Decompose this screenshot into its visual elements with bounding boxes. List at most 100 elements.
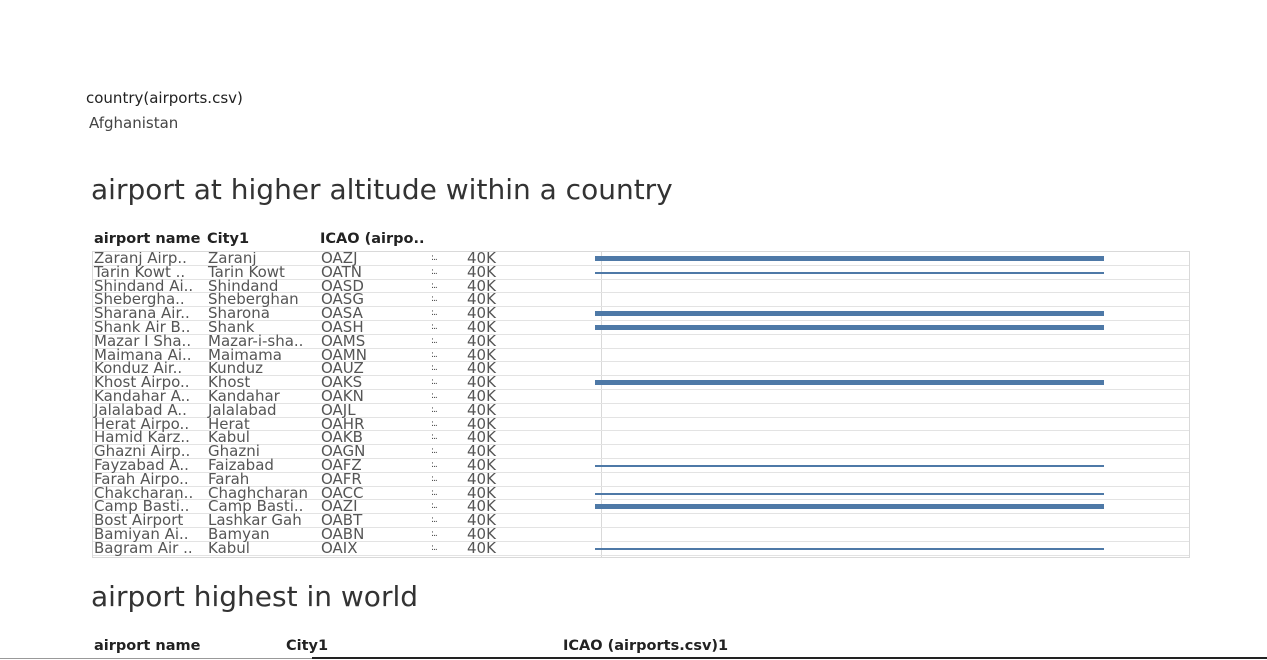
altitude-bar[interactable] xyxy=(595,256,1104,261)
col-header-airport-name[interactable]: airport name xyxy=(94,231,201,247)
mini-axis-marks: :.. xyxy=(431,363,438,374)
table-axis-divider xyxy=(601,252,602,557)
col2-header-airport-name[interactable]: airport name xyxy=(94,638,201,654)
mini-axis-marks: :.. xyxy=(431,473,438,484)
mini-axis-marks: :.. xyxy=(431,391,438,401)
table-row[interactable]: Konduz Air.. Kunduz OAUZ:.. 40K xyxy=(93,359,1189,378)
axis-tick-label: 40K xyxy=(467,304,496,323)
table-row[interactable]: Camp Basti.. Camp Basti.. OAZI:.. 40K xyxy=(93,497,1189,516)
table-row[interactable]: Mazar I Sha.. Mazar-i-sha.. OAMS:.. 40K xyxy=(93,331,1189,350)
icao-cell: OAUZ xyxy=(321,359,364,378)
country-filter-value[interactable]: Afghanistan xyxy=(89,114,179,132)
axis-tick-label: 40K xyxy=(467,318,496,336)
altitude-bar[interactable] xyxy=(595,325,1104,330)
airport-name-cell: Bamiyan Ai.. xyxy=(94,525,189,543)
icao-cell: OASH xyxy=(321,318,364,336)
mini-axis-marks: :.. xyxy=(431,529,438,539)
airport-name-cell: Shebergha.. xyxy=(94,290,185,309)
axis-tick-label: 40K xyxy=(467,276,496,295)
icao-cell: OAKS xyxy=(321,373,363,392)
airport-name-cell: Konduz Air.. xyxy=(94,359,183,378)
col2-header-icao[interactable]: ICAO (airports.csv)1 xyxy=(563,638,729,654)
airport-name-cell: Maimana Ai.. xyxy=(94,345,192,364)
altitude-bar[interactable] xyxy=(595,547,1104,550)
icao-cell: OABN xyxy=(321,525,365,543)
col-header-icao[interactable]: ICAO (airpo.. xyxy=(320,231,425,247)
mini-axis-marks: :.. xyxy=(431,418,438,429)
axis-tick-label: 40K xyxy=(467,345,496,364)
city-cell: Lashkar Gah xyxy=(208,511,302,530)
axis-tick-label: 40K xyxy=(467,497,496,516)
mini-axis-marks: :.. xyxy=(431,542,438,553)
table-row[interactable]: Fayzabad A.. Faizabad OAFZ:.. 40K xyxy=(93,456,1189,474)
city-cell: Camp Basti.. xyxy=(208,497,304,516)
airport-name-cell: Zaranj Airp.. xyxy=(94,251,187,267)
horizontal-scrollbar[interactable] xyxy=(312,657,1267,659)
icao-cell: OATN xyxy=(321,262,363,281)
airport-name-cell: Chakcharan.. xyxy=(94,483,194,502)
altitude-bar[interactable] xyxy=(595,492,1104,495)
city-cell: Tarin Kowt xyxy=(208,262,285,281)
mini-axis-marks: :.. xyxy=(431,322,438,332)
airport-name-cell: Camp Basti.. xyxy=(94,497,190,516)
axis-tick-label: 40K xyxy=(467,373,496,392)
mini-axis-marks: :.. xyxy=(431,335,438,346)
mini-axis-marks: :.. xyxy=(431,515,438,526)
scroll-track xyxy=(0,658,312,659)
airport-name-cell: Sharana Air.. xyxy=(94,304,190,323)
table-row[interactable]: Shank Air B.. Shank OASH:.. 40K xyxy=(93,318,1189,336)
section1-title: airport at higher altitude within a coun… xyxy=(91,173,673,206)
col-header-city[interactable]: City1 xyxy=(207,231,250,247)
mini-axis-marks: :.. xyxy=(431,377,438,388)
table-row[interactable]: Farah Airpo.. Farah OAFR:.. 40K xyxy=(93,471,1189,487)
icao-cell: OAMS xyxy=(321,331,366,350)
table-row[interactable]: Herat Airpo.. Herat OAHR:.. 40K xyxy=(93,414,1189,433)
axis-tick-label: 40K xyxy=(467,525,496,543)
city-cell: Bamyan xyxy=(208,525,270,543)
airport-name-cell: Herat Airpo.. xyxy=(94,414,190,433)
airport-name-cell: Kandahar A.. xyxy=(94,387,191,405)
table-row[interactable]: Bamiyan Ai.. Bamyan OABN:.. 40K xyxy=(93,525,1189,543)
mini-axis-marks: :.. xyxy=(431,308,438,319)
axis-tick-label: 40K xyxy=(467,442,496,461)
mini-axis-marks: :.. xyxy=(431,280,438,291)
altitude-bar[interactable] xyxy=(595,271,1104,274)
table-row[interactable]: Hamid Karz.. Kabul OAKB:.. 40K xyxy=(93,428,1189,447)
altitude-bar[interactable] xyxy=(595,465,1104,467)
table-row[interactable]: Ghazni Airp.. Ghazni OAGN:.. 40K xyxy=(93,442,1189,461)
table-row[interactable]: Jalalabad A.. Jalalabad OAJL:.. 40K xyxy=(93,400,1189,419)
airport-name-cell: Jalalabad A.. xyxy=(94,400,187,419)
city-cell: Faizabad xyxy=(208,456,274,474)
table-row[interactable]: Kandahar A.. Kandahar OAKN:.. 40K xyxy=(93,387,1189,405)
icao-cell: OAHR xyxy=(321,414,365,433)
table-row[interactable]: Sharana Air.. Sharona OASA:.. 40K xyxy=(93,304,1189,323)
altitude-bar[interactable] xyxy=(595,504,1104,510)
table-row[interactable]: Maimana Ai.. Maimama OAMN:.. 40K xyxy=(93,345,1189,364)
icao-cell: OAKB xyxy=(321,428,363,447)
table-row[interactable]: Zaranj Airp.. Zaranj OAZJ:.. 40K xyxy=(93,252,1189,266)
icao-cell: OAKN xyxy=(321,387,364,405)
city-cell: Shindand xyxy=(208,276,279,295)
axis-tick-label: 40K xyxy=(467,251,496,267)
mini-axis-marks: :.. xyxy=(431,432,438,443)
altitude-bar[interactable] xyxy=(595,311,1104,317)
table-row[interactable]: Chakcharan.. Chaghcharan OACC:.. 40K xyxy=(93,483,1189,502)
table-row[interactable]: Bost Airport Lashkar Gah OABT:.. 40K xyxy=(93,511,1189,530)
city-cell: Herat xyxy=(208,414,250,433)
icao-cell: OAZJ xyxy=(321,251,358,267)
table-row[interactable]: Shindand Ai.. Shindand OASD:.. 40K xyxy=(93,276,1189,295)
airport-name-cell: Ghazni Airp.. xyxy=(94,442,191,461)
table-row[interactable]: Bagram Air .. Kabul OAIX:.. 40K xyxy=(93,538,1189,557)
axis-tick-label: 40K xyxy=(467,538,496,557)
airport-name-cell: Shank Air B.. xyxy=(94,318,191,336)
col2-header-city[interactable]: City1 xyxy=(286,638,329,654)
airport-name-cell: Tarin Kowt .. xyxy=(94,262,186,281)
table-row[interactable]: Khost Airpo.. Khost OAKS:.. 40K xyxy=(93,373,1189,392)
altitude-bar[interactable] xyxy=(595,380,1104,386)
table-row[interactable]: Shebergha.. Sheberghan OASG:.. 40K xyxy=(93,290,1189,309)
city-cell: Ghazni xyxy=(208,442,260,461)
table-row[interactable]: Tarin Kowt .. Tarin Kowt OATN:.. 40K xyxy=(93,262,1189,281)
axis-tick-label: 40K xyxy=(467,511,496,530)
city-cell: Sheberghan xyxy=(208,290,299,309)
airport-name-cell: Shindand Ai.. xyxy=(94,276,194,295)
